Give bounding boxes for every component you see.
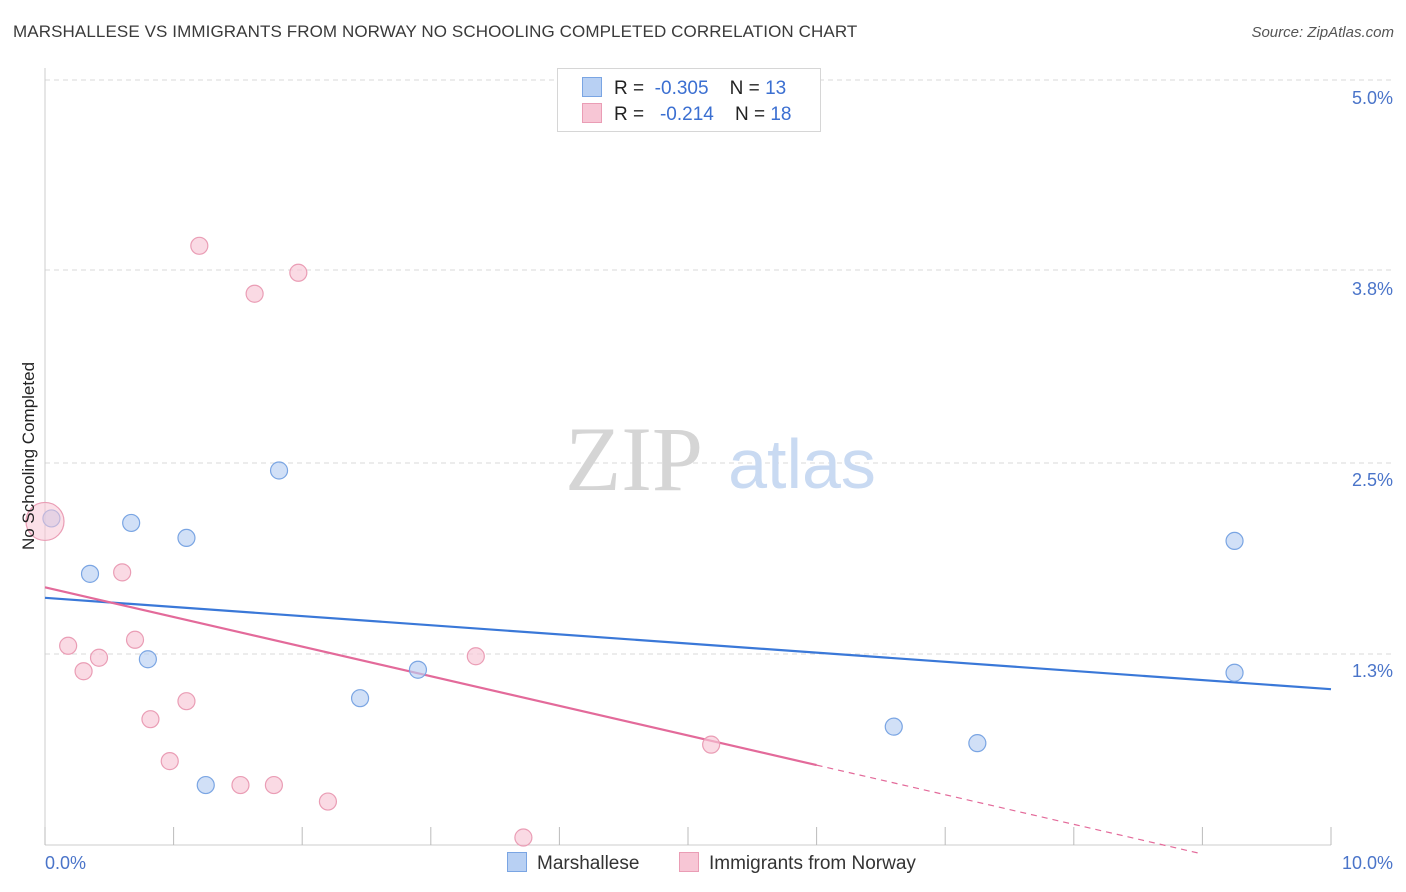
- legend-n-label: N =: [729, 78, 760, 99]
- watermark-atlas: atlas: [728, 425, 876, 503]
- legend-r-label: R =: [614, 104, 645, 125]
- data-point-blue: [408, 660, 428, 679]
- data-point-pink: [264, 775, 284, 795]
- data-point-pink: [318, 792, 338, 811]
- data-point-pink: [231, 775, 250, 795]
- y-tick-label: 3.8%: [1352, 279, 1393, 299]
- grid-lines: [45, 79, 1393, 655]
- data-point-pink: [141, 710, 160, 729]
- data-point-pink: [25, 501, 65, 542]
- series-legend: Marshallese Immigrants from Norway: [0, 852, 1406, 878]
- data-point-blue: [177, 528, 196, 548]
- data-point-pink: [89, 648, 109, 667]
- data-point-blue: [122, 513, 141, 533]
- data-point-pink: [74, 662, 93, 681]
- legend-swatch-pink: [582, 103, 602, 123]
- legend-label: Immigrants from Norway: [709, 853, 916, 874]
- correlation-legend: R = -0.305 N = 13 R = -0.214 N = 18: [557, 68, 821, 132]
- data-point-pink: [160, 752, 179, 771]
- data-point-pink: [125, 630, 145, 649]
- legend-item-norway: Immigrants from Norway: [679, 852, 916, 875]
- data-point-pink: [702, 735, 721, 754]
- trend-lines: [44, 586, 1332, 855]
- legend-swatch-blue: [582, 77, 602, 97]
- y-axis-label: No Schooling Completed: [19, 362, 38, 550]
- data-point-blue: [80, 564, 100, 583]
- trend-line-dashed-pink: [816, 764, 1203, 855]
- legend-swatch-blue: [507, 852, 527, 872]
- legend-n-value: 13: [765, 78, 787, 99]
- data-point-blue: [350, 689, 370, 708]
- data-point-pink: [177, 692, 196, 711]
- x-tick-label: 10.0%: [1342, 853, 1393, 873]
- legend-n-value: 18: [770, 104, 792, 125]
- tick-labels: 1.3% 2.5% 3.8% 5.0% 0.0% 10.0%: [45, 88, 1393, 873]
- legend-row-norway: R = -0.214 N = 18: [582, 103, 791, 126]
- data-point-blue: [138, 650, 157, 669]
- data-points: [25, 236, 1244, 847]
- trend-line-pink: [44, 586, 817, 767]
- data-point-blue: [1225, 663, 1244, 682]
- legend-r-value: -0.305: [654, 78, 709, 99]
- data-point-pink: [514, 828, 533, 847]
- legend-r-label: R =: [614, 78, 645, 99]
- data-point-pink: [59, 636, 78, 655]
- legend-row-marshallese: R = -0.305 N = 13: [582, 77, 786, 100]
- data-point-blue: [269, 461, 289, 480]
- y-tick-label: 5.0%: [1352, 88, 1393, 108]
- data-point-blue: [1225, 531, 1244, 551]
- source-label: Source: ZipAtlas.com: [1251, 24, 1394, 41]
- legend-n-label: N =: [734, 104, 766, 125]
- y-tick-label: 1.3%: [1352, 661, 1393, 681]
- watermark: ZIP atlas: [565, 408, 876, 510]
- data-point-pink: [245, 284, 264, 303]
- legend-r-value: -0.214: [659, 104, 714, 125]
- data-point-pink: [113, 563, 132, 582]
- trend-line-blue: [44, 596, 1332, 691]
- x-tick-label: 0.0%: [45, 853, 86, 873]
- data-point-blue: [884, 717, 903, 736]
- data-point-pink: [466, 647, 485, 666]
- legend-item-marshallese: Marshallese: [507, 852, 639, 875]
- watermark-zip: ZIP: [565, 408, 703, 510]
- data-point-blue: [968, 734, 987, 753]
- legend-swatch-pink: [679, 852, 699, 872]
- data-point-pink: [190, 236, 209, 255]
- chart-title: MARSHALLESE VS IMMIGRANTS FROM NORWAY NO…: [13, 22, 858, 41]
- y-tick-label: 2.5%: [1352, 470, 1393, 490]
- legend-label: Marshallese: [537, 853, 640, 874]
- axes: [44, 68, 1332, 846]
- data-point-pink: [289, 263, 308, 282]
- data-point-blue: [196, 775, 215, 795]
